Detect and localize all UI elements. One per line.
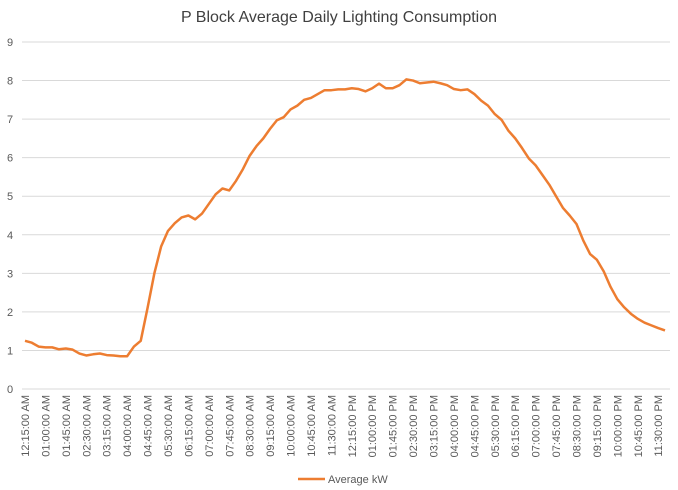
x-tick-label: 07:45:00 PM	[551, 395, 563, 457]
x-tick-label: 01:00:00 AM	[40, 395, 52, 457]
x-tick-label: 09:15:00 AM	[265, 395, 277, 457]
x-tick-label: 01:45:00 AM	[61, 395, 73, 457]
x-tick-label: 10:45:00 AM	[306, 395, 318, 457]
x-tick-label: 07:00:00 PM	[531, 395, 543, 457]
y-tick-label: 1	[7, 345, 13, 357]
x-tick-label: 10:00:00 PM	[612, 395, 624, 457]
x-tick-label: 03:15:00 PM	[429, 395, 441, 457]
x-tick-label: 03:15:00 AM	[102, 395, 114, 457]
x-tick-label: 05:30:00 AM	[163, 395, 175, 457]
x-tick-label: 02:30:00 PM	[408, 395, 420, 457]
legend-label: Average kW	[328, 474, 388, 486]
x-tick-label: 04:45:00 AM	[143, 395, 155, 457]
x-tick-label: 04:00:00 PM	[449, 395, 461, 457]
chart-title: P Block Average Daily Lighting Consumpti…	[181, 9, 497, 26]
y-tick-label: 7	[7, 114, 13, 126]
x-tick-label: 08:30:00 PM	[571, 395, 583, 457]
y-tick-label: 9	[7, 37, 13, 49]
x-tick-label: 01:00:00 PM	[367, 395, 379, 457]
y-tick-label: 4	[7, 230, 13, 242]
data-line	[24, 78, 666, 358]
y-tick-label: 3	[7, 268, 13, 280]
x-tick-label: 02:30:00 AM	[81, 395, 93, 457]
x-tick-label: 05:30:00 PM	[490, 395, 502, 457]
y-tick-label: 2	[7, 307, 13, 319]
x-tick-label: 07:00:00 AM	[204, 395, 216, 457]
x-tick-label: 10:00:00 AM	[286, 395, 298, 457]
x-tick-label: 10:45:00 PM	[633, 395, 645, 457]
x-tick-label: 11:30:00 PM	[653, 395, 665, 457]
x-tick-label: 11:30:00 AM	[326, 395, 338, 456]
x-tick-label: 08:30:00 AM	[245, 395, 257, 457]
x-tick-label: 12:15:00 PM	[347, 395, 359, 457]
x-tick-label: 12:15:00 AM	[20, 395, 32, 457]
x-tick-label: 06:15:00 AM	[183, 395, 195, 457]
x-tick-label: 09:15:00 PM	[592, 395, 604, 457]
x-tick-label: 04:00:00 AM	[122, 395, 134, 457]
y-tick-label: 5	[7, 191, 13, 203]
x-tick-label: 07:45:00 AM	[224, 395, 236, 457]
x-tick-label: 06:15:00 PM	[510, 395, 522, 457]
x-tick-label: 01:45:00 PM	[388, 395, 400, 457]
x-tick-label: 04:45:00 PM	[469, 395, 481, 457]
y-tick-label: 0	[7, 384, 13, 396]
y-tick-label: 8	[7, 76, 13, 88]
y-tick-label: 6	[7, 153, 13, 165]
